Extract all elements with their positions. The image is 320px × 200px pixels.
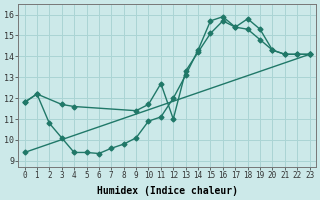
X-axis label: Humidex (Indice chaleur): Humidex (Indice chaleur) bbox=[97, 186, 237, 196]
